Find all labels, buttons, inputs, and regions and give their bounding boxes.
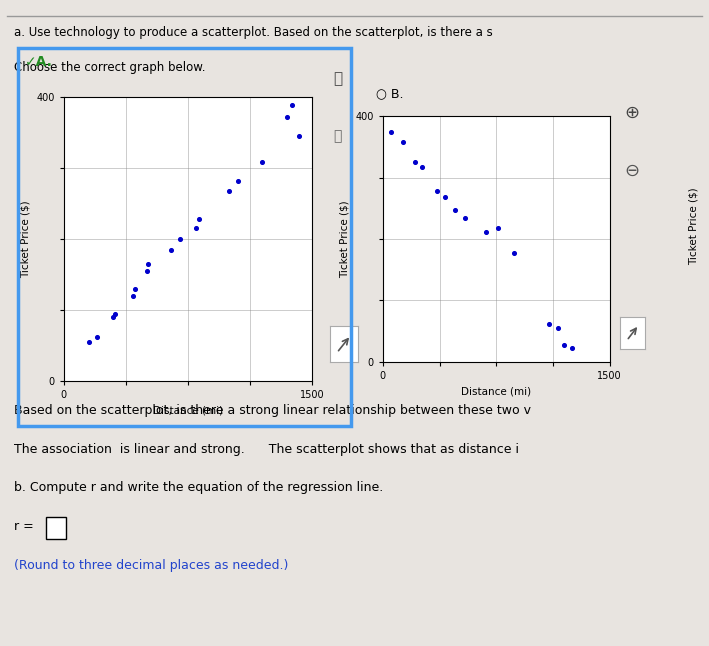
Point [509, 247, 520, 258]
Point [439, 192, 450, 202]
Text: r =: r = [14, 520, 38, 533]
Point [552, 323, 564, 333]
Text: Choose the correct graph below.: Choose the correct graph below. [14, 61, 206, 74]
Point [108, 312, 119, 322]
Point [129, 284, 140, 294]
Point [281, 112, 293, 122]
Point [459, 213, 470, 223]
Text: ✓A.: ✓A. [25, 55, 52, 69]
Text: ⊕: ⊕ [624, 103, 639, 121]
Text: a. Use technology to produce a scatterplot. Based on the scatterplot, is there a: a. Use technology to produce a scatterpl… [14, 26, 493, 39]
Point [286, 100, 298, 110]
Point [128, 291, 139, 301]
Point [257, 157, 268, 167]
Point [194, 214, 205, 224]
Text: 🔍: 🔍 [333, 129, 342, 143]
Text: ○ B.: ○ B. [376, 87, 403, 100]
Point [232, 176, 243, 186]
X-axis label: Distance (mi): Distance (mi) [153, 406, 223, 416]
Point [109, 309, 121, 319]
Point [397, 137, 408, 147]
Text: (Round to three decimal places as needed.): (Round to three decimal places as needed… [14, 559, 289, 572]
Point [191, 223, 202, 233]
Point [293, 130, 304, 141]
Text: Ticket Price ($): Ticket Price ($) [688, 187, 698, 265]
Text: b. Compute r and write the equation of the regression line.: b. Compute r and write the equation of t… [14, 481, 384, 494]
Point [409, 157, 420, 167]
Point [223, 185, 235, 196]
Text: The association  is linear and strong.      The scatterplot shows that as distan: The association is linear and strong. Th… [14, 443, 519, 455]
Point [166, 244, 177, 255]
Point [566, 343, 578, 353]
Point [91, 332, 103, 342]
Point [143, 258, 154, 269]
Y-axis label: Ticket Price ($): Ticket Price ($) [340, 200, 350, 278]
Point [386, 127, 397, 137]
Point [480, 227, 491, 237]
Y-axis label: Ticket Price ($): Ticket Price ($) [21, 200, 31, 278]
Point [83, 337, 94, 348]
Point [432, 186, 443, 196]
Text: ⊖: ⊖ [624, 162, 639, 180]
Point [416, 162, 428, 172]
Point [450, 204, 461, 214]
Point [544, 318, 555, 329]
Point [174, 234, 185, 244]
Point [559, 339, 570, 349]
Text: 🔍: 🔍 [333, 71, 342, 86]
X-axis label: Distance (mi): Distance (mi) [462, 386, 531, 397]
Point [141, 266, 152, 276]
Point [492, 223, 503, 233]
Text: Based on the scatterplot, is there a strong linear relationship between these tw: Based on the scatterplot, is there a str… [14, 404, 531, 417]
